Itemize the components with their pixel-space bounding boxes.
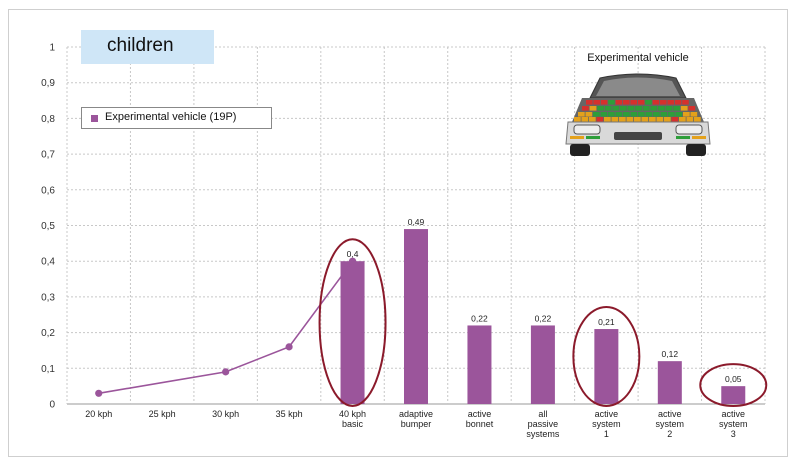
x-tick-label: active system 3: [719, 409, 748, 439]
bar-data-label: 0,22: [471, 313, 488, 323]
bar-data-label: 0,05: [725, 374, 742, 384]
bar-data-label: 0,4: [347, 249, 359, 259]
y-tick-label: 0,8: [41, 114, 55, 125]
y-tick-label: 0,4: [41, 257, 55, 268]
bar: [340, 261, 365, 404]
y-tick-label: 0,5: [41, 221, 55, 232]
bar: [594, 329, 619, 404]
legend-label: Experimental vehicle (19P): [105, 111, 237, 123]
y-tick-label: 0,7: [41, 150, 55, 161]
x-tick-label: 30 kph: [212, 409, 239, 419]
x-tick-label: active system 2: [656, 409, 685, 439]
x-tick-label: active bonnet: [466, 409, 494, 429]
bar-data-label: 0,22: [535, 313, 552, 323]
line-point: [222, 368, 230, 376]
x-tick-label: active system 1: [592, 409, 621, 439]
highlight-ellipse: [699, 363, 768, 408]
y-tick-label: 0: [49, 400, 55, 411]
legend-swatch: [91, 115, 98, 122]
x-tick-label: 25 kph: [149, 409, 176, 419]
bar: [404, 229, 428, 404]
x-tick-label: all passive systems: [526, 409, 560, 439]
experimental-vehicle-image: [565, 73, 711, 156]
y-tick-label: 0,3: [41, 292, 55, 303]
y-tick-label: 0,6: [41, 185, 55, 196]
bar: [657, 361, 682, 404]
line-point: [348, 257, 357, 265]
line-point: [285, 343, 293, 351]
y-tick-label: 0,1: [41, 364, 55, 375]
chart-title: children: [107, 35, 174, 56]
x-tick-label: 20 kph: [85, 409, 112, 419]
legend: Experimental vehicle (19P): [81, 107, 272, 129]
bar-data-label: 0,21: [598, 317, 615, 327]
x-tick-label: 35 kph: [276, 409, 303, 419]
bar: [530, 325, 555, 404]
chart-title-box: children: [81, 30, 214, 64]
y-tick-label: 0,2: [41, 328, 55, 339]
y-tick-label: 0,9: [41, 78, 55, 89]
bar-data-label: 0,12: [662, 349, 679, 359]
y-tick-label: 1: [49, 43, 55, 54]
vehicle-image-label: Experimental vehicle: [587, 52, 689, 64]
bar: [721, 386, 746, 404]
x-tick-label: adaptive bumper: [399, 409, 433, 429]
bar: [467, 325, 492, 404]
highlight-ellipse: [318, 238, 387, 408]
highlight-ellipse: [572, 306, 641, 408]
x-tick-label: 40 kph basic: [339, 409, 366, 429]
line-point: [95, 389, 103, 397]
bar-data-label: 0,49: [408, 217, 425, 227]
